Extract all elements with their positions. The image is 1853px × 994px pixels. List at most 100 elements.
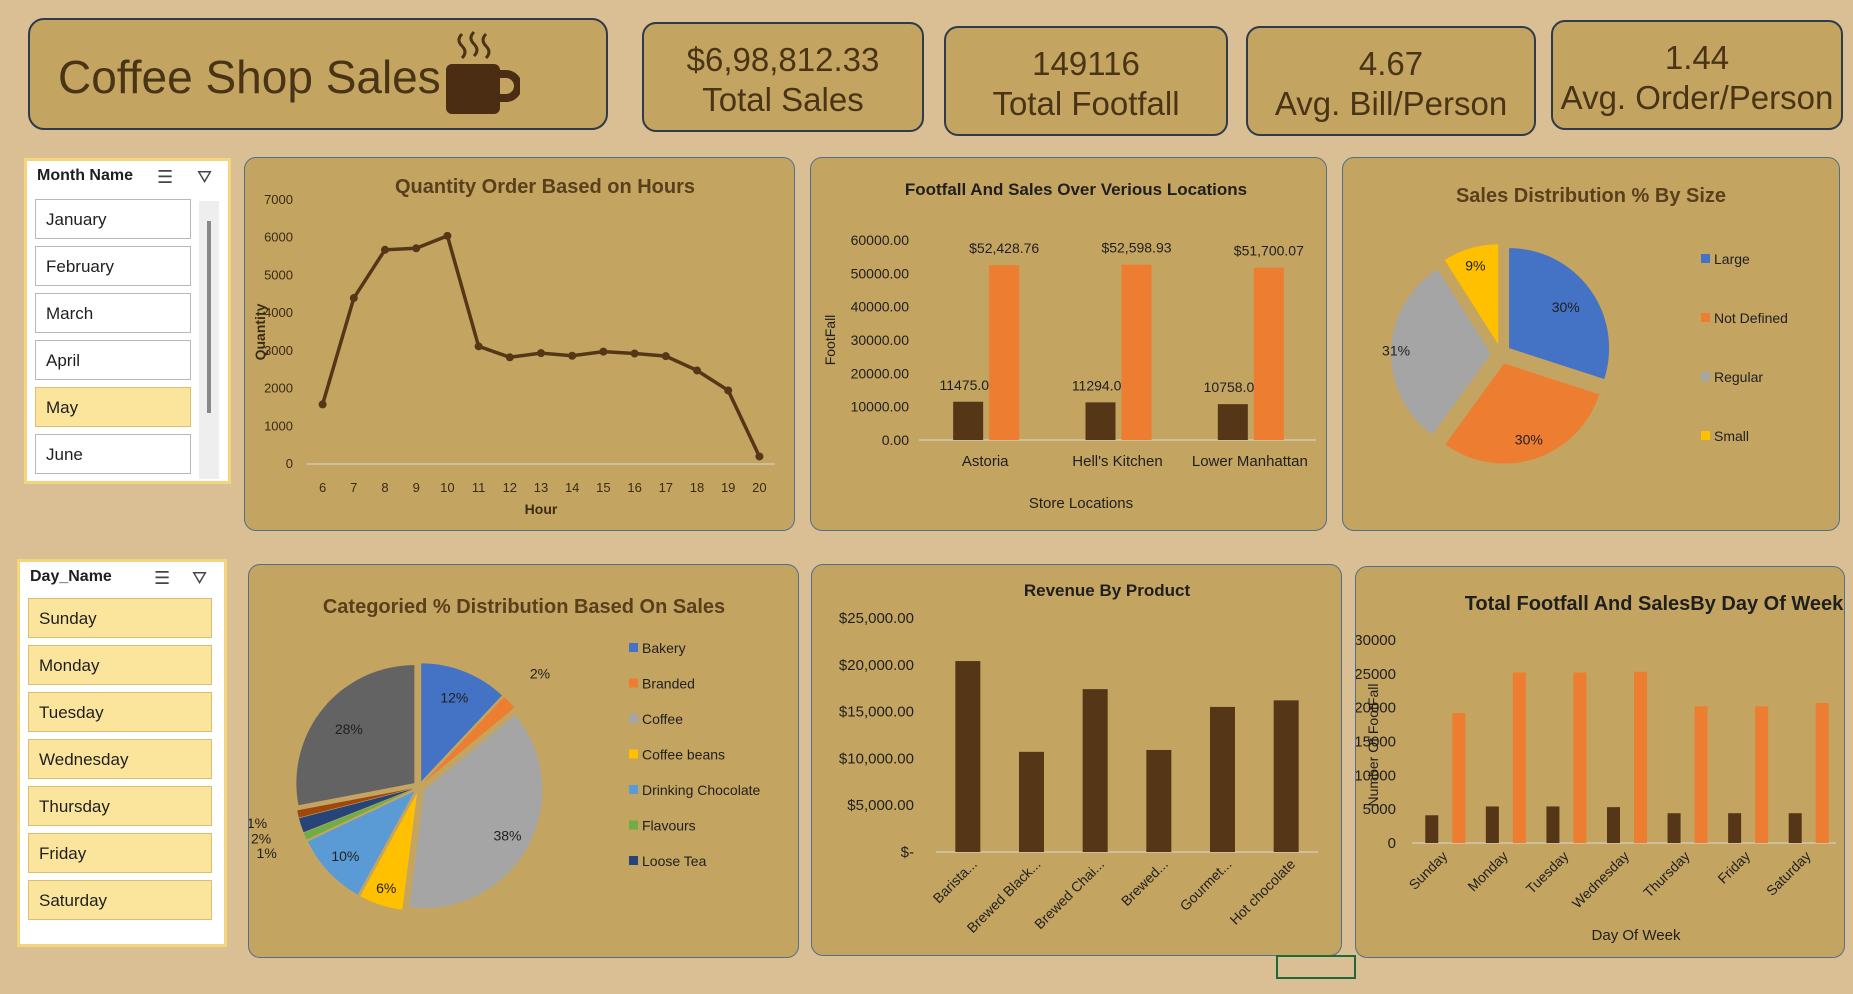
legend-label: Loose Tea xyxy=(642,853,707,869)
panel-size: Sales Distribution % By Size 30% 30% 31% 9% L… xyxy=(1342,157,1840,531)
legend-swatch xyxy=(1701,254,1710,263)
panel-weekday: Total Footfall And SalesBy Day Of Week 0 5… xyxy=(1354,566,1845,958)
x-tick-label: 13 xyxy=(534,480,548,495)
y-tick-label: 10000 xyxy=(1356,767,1396,784)
legend-label: Drinking Chocolate xyxy=(642,782,760,798)
y-tick-label: 4000 xyxy=(264,305,293,320)
data-point xyxy=(724,386,733,395)
data-label: $51,700.07 xyxy=(1234,243,1304,259)
kpi-value: $6,98,812.33 xyxy=(686,41,880,78)
data-point xyxy=(412,244,421,253)
data-point xyxy=(349,294,358,303)
bar xyxy=(1694,706,1708,843)
x-tick-label: 16 xyxy=(627,480,641,495)
kpi-avg-bill: 4.67 Avg. Bill/Person xyxy=(1246,26,1536,136)
x-tick-label: 19 xyxy=(721,480,735,495)
bar xyxy=(1425,815,1439,843)
month-slicer[interactable]: Month Name ☰ ⛛ January February March April… xyxy=(24,158,231,484)
y-tick-label: 25000 xyxy=(1356,666,1396,683)
data-label: 10758.00 xyxy=(1204,379,1263,395)
bar xyxy=(1573,672,1587,843)
y-tick-label: 6000 xyxy=(264,230,293,245)
month-slicer-header: Month Name xyxy=(37,167,133,184)
data-label: 12% xyxy=(440,690,468,706)
y-tick-label: 40000.00 xyxy=(851,299,910,315)
bar xyxy=(1607,807,1620,843)
legend-swatch xyxy=(629,820,638,830)
month-item-january[interactable]: January xyxy=(35,199,191,239)
x-tick-label: Astoria xyxy=(962,453,1009,470)
data-label: 2% xyxy=(251,830,271,846)
legend-label: Not Defined xyxy=(1714,310,1788,326)
day-item-sunday[interactable]: Sunday xyxy=(28,598,212,638)
pie-slice xyxy=(296,665,415,806)
y-tick-label: 5000 xyxy=(1363,801,1396,818)
legend-label: Large xyxy=(1714,251,1750,267)
kpi-value: 1.44 xyxy=(1664,39,1730,76)
data-point xyxy=(630,349,639,358)
bar xyxy=(1085,402,1116,440)
bar xyxy=(1217,404,1248,440)
multi-select-icon[interactable]: ☰ xyxy=(154,568,171,588)
x-tick-label: 7 xyxy=(350,480,357,495)
day-item-monday[interactable]: Monday xyxy=(28,645,212,685)
x-tick-label: Gourmet... xyxy=(1177,856,1235,914)
y-tick-label: 10000.00 xyxy=(851,399,910,415)
y-tick-label: 20000 xyxy=(1356,700,1396,717)
month-item-february[interactable]: February xyxy=(35,246,191,286)
data-point xyxy=(537,349,545,358)
bar xyxy=(1121,264,1152,440)
y-tick-label: $20,000.00 xyxy=(839,657,914,674)
x-tick-label: 15 xyxy=(596,480,610,495)
month-item-june[interactable]: June xyxy=(35,434,191,474)
chart-locations: Footfall And Sales Over Verious Location… xyxy=(822,180,1316,512)
month-item-may[interactable]: May xyxy=(35,387,191,427)
kpi-value: 149116 xyxy=(1032,45,1140,82)
data-point xyxy=(443,231,452,240)
multi-select-icon[interactable]: ☰ xyxy=(157,167,174,187)
data-label: 30% xyxy=(1552,299,1580,315)
legend-swatch xyxy=(1701,313,1710,322)
kpi-value: 4.67 xyxy=(1358,45,1424,82)
pie-slice xyxy=(1444,244,1499,345)
day-item-friday[interactable]: Friday xyxy=(28,833,212,873)
x-tick-label: Thursday xyxy=(1640,848,1693,901)
data-point xyxy=(568,351,577,360)
bar xyxy=(1485,806,1499,843)
clear-filter-icon[interactable]: ⛛ xyxy=(197,167,213,187)
pie-slice xyxy=(297,788,414,818)
month-item-march[interactable]: March xyxy=(35,293,191,333)
x-tick-label: 17 xyxy=(659,480,673,495)
scroll-thumb[interactable] xyxy=(207,221,211,413)
slicer-scrollbar[interactable] xyxy=(199,201,219,479)
selected-cell[interactable] xyxy=(1276,955,1356,979)
y-tick-label: 0.00 xyxy=(882,432,909,448)
bar xyxy=(1452,713,1466,843)
y-tick-label: 3000 xyxy=(264,343,293,358)
day-item-wednesday[interactable]: Wednesday xyxy=(28,739,212,779)
y-tick-label: 30000 xyxy=(1356,632,1396,649)
day-item-saturday[interactable]: Saturday xyxy=(28,880,212,920)
data-point xyxy=(755,452,764,461)
legend-swatch xyxy=(629,749,638,759)
legend-label: Small xyxy=(1714,428,1749,444)
y-tick-label: 7000 xyxy=(264,192,293,207)
bar xyxy=(953,401,984,440)
data-label: 11294.00 xyxy=(1072,377,1130,393)
clear-filter-icon[interactable]: ⛛ xyxy=(192,568,208,588)
data-label: 9% xyxy=(1465,258,1485,274)
data-point xyxy=(693,366,701,375)
data-point xyxy=(661,352,670,361)
coffee-cup-icon xyxy=(446,30,520,114)
kpi-total-footfall: 149116 Total Footfall xyxy=(944,26,1228,136)
data-label: 10% xyxy=(331,848,359,864)
x-tick-label: Lower Manhattan xyxy=(1192,453,1308,470)
panel-product: Revenue By Product $- $5,000.00 $10,000.00 $… xyxy=(811,564,1342,956)
y-tick-label: 50000.00 xyxy=(851,265,910,281)
day-item-tuesday[interactable]: Tuesday xyxy=(28,692,212,732)
day-slicer[interactable]: Day_Name ☰ ⛛ Sunday Monday Tuesday Wednesda… xyxy=(17,559,227,947)
day-item-thursday[interactable]: Thursday xyxy=(28,786,212,826)
month-item-april[interactable]: April xyxy=(35,340,191,380)
data-label: 38% xyxy=(493,828,521,844)
x-tick-label: 20 xyxy=(752,480,766,495)
